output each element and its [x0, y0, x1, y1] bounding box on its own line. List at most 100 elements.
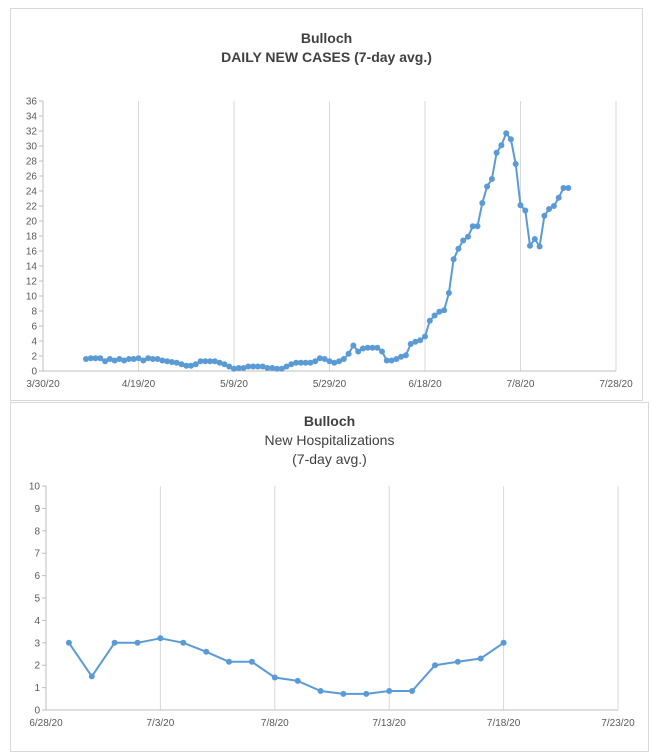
data-point — [477, 655, 484, 662]
data-point — [454, 658, 461, 665]
data-point — [565, 185, 572, 191]
data-point — [369, 344, 376, 351]
data-point — [183, 362, 190, 369]
data-point — [488, 176, 495, 182]
data-point — [412, 338, 419, 345]
y-tick-label: 30 — [26, 142, 38, 153]
data-point — [331, 359, 338, 366]
x-tick-label: 5/29/20 — [313, 379, 347, 390]
data-point — [340, 356, 347, 362]
data-point — [140, 357, 147, 364]
cases-chart-subtitle: DAILY NEW CASES (7-day avg.) — [221, 49, 432, 65]
data-point — [512, 161, 519, 167]
data-point — [555, 194, 562, 201]
y-tick-label: 10 — [26, 292, 38, 303]
y-tick-label: 1 — [34, 683, 40, 694]
y-tick-label: 14 — [26, 262, 38, 273]
data-point — [474, 223, 481, 230]
data-point — [465, 233, 471, 240]
series-line — [68, 637, 505, 695]
x-tick-label: 7/3/20 — [146, 718, 174, 729]
y-tick-label: 16 — [26, 247, 38, 258]
data-point — [455, 245, 462, 252]
data-point — [550, 203, 557, 209]
data-point — [441, 307, 448, 314]
data-point — [278, 365, 285, 372]
data-point — [211, 358, 218, 365]
data-point — [340, 690, 347, 697]
y-tick-label: 5 — [34, 594, 40, 605]
data-point — [207, 358, 214, 365]
data-point — [88, 673, 95, 680]
data-point — [436, 308, 443, 315]
data-point — [121, 357, 128, 364]
data-point — [188, 362, 194, 369]
hospitalizations-chart-panel: Bulloch New Hospitalizations (7-day avg.… — [10, 402, 649, 752]
data-point — [317, 688, 324, 694]
hosp-chart-title: Bulloch — [303, 413, 356, 429]
data-point — [254, 363, 261, 370]
data-point — [522, 207, 529, 214]
x-tick-label: 7/8/20 — [261, 718, 289, 729]
y-tick-label: 8 — [34, 526, 40, 537]
data-point — [388, 357, 395, 364]
data-point — [192, 361, 199, 368]
data-point — [111, 357, 118, 364]
data-point — [221, 361, 228, 368]
data-point — [294, 677, 301, 684]
y-tick-label: 0 — [34, 706, 40, 717]
data-point — [383, 357, 390, 364]
y-tick-label: 4 — [31, 337, 37, 348]
y-tick-label: 7 — [34, 549, 40, 560]
data-point — [316, 355, 323, 362]
data-point — [102, 358, 109, 365]
data-point — [355, 348, 362, 355]
data-point — [560, 185, 567, 191]
y-tick-label: 36 — [26, 97, 38, 108]
x-tick-label: 7/8/20 — [507, 379, 535, 390]
series-line — [85, 132, 569, 370]
data-point — [235, 365, 242, 371]
data-point — [269, 365, 276, 371]
y-tick-label: 34 — [26, 112, 38, 123]
data-point — [431, 312, 438, 319]
data-point — [271, 674, 278, 681]
data-point — [503, 130, 510, 137]
data-point — [422, 333, 428, 340]
data-point — [248, 658, 255, 665]
hosp-chart-subtitle-2: (7-day avg.) — [292, 451, 367, 467]
y-tick-label: 10 — [29, 482, 41, 493]
x-tick-label: 3/30/20 — [26, 379, 60, 390]
data-point — [145, 355, 152, 362]
hosp-chart-plot: 6/28/20 7/3/20 7/8/20 7/13/20 7/18/20 7/23/20… — [29, 482, 635, 730]
data-point — [216, 359, 223, 366]
y-tick-label: 12 — [26, 277, 38, 288]
data-point — [536, 243, 543, 250]
data-point — [87, 355, 94, 362]
data-point — [231, 365, 237, 372]
x-tick-label: 6/28/20 — [29, 718, 63, 729]
data-point — [293, 359, 300, 366]
x-tick-label: 7/18/20 — [487, 718, 521, 729]
data-point — [500, 639, 507, 646]
data-point — [398, 353, 405, 360]
data-point — [226, 658, 232, 665]
data-point — [106, 356, 113, 362]
data-point — [264, 365, 271, 371]
data-point — [326, 358, 333, 365]
data-point — [92, 355, 99, 362]
data-point — [541, 212, 548, 219]
data-point — [379, 348, 385, 355]
data-point — [116, 356, 123, 362]
data-point — [97, 355, 104, 362]
data-point — [312, 358, 319, 365]
y-tick-label: 20 — [26, 217, 38, 228]
data-point — [409, 688, 416, 694]
data-point — [527, 242, 533, 249]
data-point — [65, 639, 72, 646]
data-point — [374, 344, 381, 351]
data-point — [498, 142, 505, 149]
data-point — [386, 688, 393, 694]
data-point — [479, 200, 486, 206]
data-point — [173, 359, 180, 366]
